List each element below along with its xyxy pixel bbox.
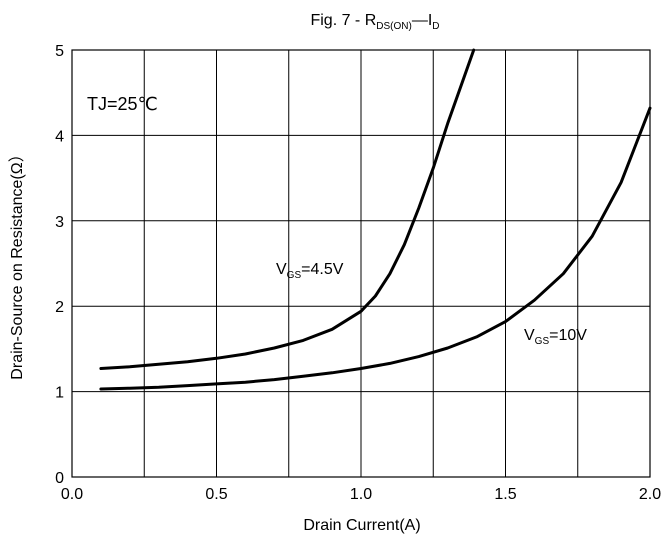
x-tick-labels: 0.0 0.5 1.0 1.5 2.0 bbox=[61, 486, 661, 503]
x-tick-label: 0.5 bbox=[205, 486, 227, 503]
y-axis-label: Drain-Source on Resistance(Ω） bbox=[8, 146, 26, 379]
x-tick-label: 0.0 bbox=[61, 486, 83, 503]
x-tick-label: 1.0 bbox=[350, 486, 372, 503]
x-tick-label: 2.0 bbox=[639, 486, 661, 503]
y-tick-label: 5 bbox=[55, 43, 64, 60]
y-tick-label: 0 bbox=[55, 470, 64, 487]
y-tick-label: 3 bbox=[55, 214, 64, 231]
title-sub-d: D bbox=[432, 21, 439, 32]
y-tick-labels: 0 1 2 3 4 5 bbox=[55, 43, 64, 487]
series-label-vgs-4-5v: VGS=4.5V bbox=[276, 261, 344, 281]
series-line-vgs-4-5v bbox=[99, 48, 476, 370]
chart-title: Fig. 7 - RDS(ON)—ID bbox=[310, 12, 439, 32]
title-sub-dson: DS(ON) bbox=[376, 21, 412, 32]
y-tick-label: 2 bbox=[55, 299, 64, 316]
x-axis-label: Drain Current(A) bbox=[303, 517, 420, 534]
series-label-vgs-10v: VGS=10V bbox=[524, 327, 587, 347]
y-tick-label: 1 bbox=[55, 385, 64, 402]
grid-lines bbox=[72, 50, 650, 477]
title-mid: —I bbox=[412, 12, 432, 29]
plot-frame bbox=[71, 49, 651, 478]
series-curves bbox=[99, 48, 652, 391]
y-tick-label: 4 bbox=[55, 128, 64, 145]
title-prefix: Fig. 7 - R bbox=[310, 12, 376, 29]
temperature-annotation: TJ=25℃ bbox=[87, 94, 158, 114]
series-line-vgs-10v bbox=[99, 106, 652, 391]
x-tick-label: 1.5 bbox=[494, 486, 516, 503]
